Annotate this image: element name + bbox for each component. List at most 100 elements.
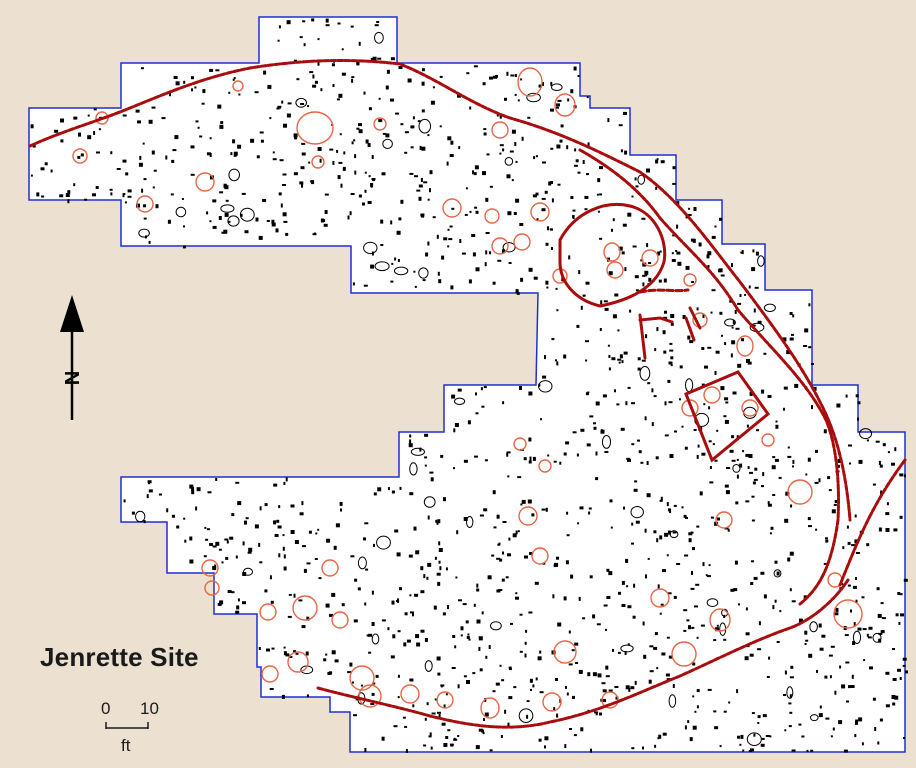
postmold	[724, 484, 729, 488]
postmold	[565, 560, 569, 565]
postmold	[219, 124, 224, 129]
postmold	[394, 529, 399, 533]
postmold	[541, 508, 546, 511]
postmold	[568, 663, 573, 666]
postmold	[515, 596, 519, 600]
postmold	[447, 605, 449, 610]
postmold	[447, 136, 452, 141]
postmold	[711, 289, 716, 292]
postmold	[146, 494, 149, 499]
postmold	[336, 98, 340, 101]
postmold	[457, 94, 461, 98]
postmold	[143, 178, 147, 181]
postmold	[687, 335, 691, 340]
postmold	[569, 728, 572, 730]
postmold	[559, 461, 562, 465]
postmold	[439, 75, 443, 78]
postmold	[606, 596, 611, 599]
postmold	[704, 365, 708, 369]
feature-pit	[715, 511, 733, 529]
postmold	[708, 440, 712, 443]
feature-pit	[311, 155, 325, 169]
postmold	[300, 103, 305, 105]
postmold	[544, 745, 546, 749]
postmold	[355, 698, 359, 701]
postmold	[847, 584, 851, 587]
north-arrow-head	[60, 295, 84, 332]
postmold	[618, 124, 623, 127]
postmold	[483, 718, 485, 721]
postmold	[173, 76, 178, 79]
postmold	[259, 506, 262, 511]
postmold	[285, 232, 289, 236]
postmold	[681, 506, 684, 509]
postmold	[190, 145, 195, 149]
postmold	[391, 262, 394, 265]
postmold	[599, 328, 602, 331]
postmold	[436, 234, 439, 239]
postmold	[673, 504, 677, 507]
postmold	[808, 525, 812, 528]
postmold	[789, 694, 792, 699]
postmold	[559, 139, 563, 143]
feature-outline	[138, 228, 150, 238]
postmold	[792, 459, 795, 464]
feature-outline	[490, 621, 502, 631]
postmold	[153, 169, 157, 172]
postmold	[454, 423, 459, 427]
postmold	[854, 734, 857, 738]
postmold	[532, 194, 537, 198]
postmold	[98, 128, 101, 131]
postmold	[587, 391, 590, 394]
postmold	[700, 624, 705, 627]
postmold	[737, 735, 740, 739]
postmold	[566, 145, 569, 150]
postmold	[406, 639, 411, 643]
postmold	[165, 155, 168, 160]
feature-pit	[484, 208, 500, 224]
postmold	[235, 555, 238, 559]
postmold	[390, 98, 394, 102]
structure-wall-segment	[638, 313, 647, 360]
postmold	[587, 142, 590, 147]
postmold	[519, 613, 523, 616]
postmold	[341, 48, 344, 51]
postmold	[550, 108, 554, 112]
postmold	[475, 412, 479, 415]
postmold	[232, 78, 235, 81]
postmold	[789, 676, 794, 679]
postmold	[653, 646, 658, 650]
postmold	[556, 361, 559, 366]
postmold	[789, 588, 792, 592]
postmold	[892, 648, 895, 650]
postmold	[727, 528, 730, 532]
postmold-scatter	[30, 18, 908, 753]
postmold	[849, 462, 851, 465]
postmold	[612, 648, 614, 652]
postmold	[426, 576, 429, 580]
postmold	[669, 511, 672, 514]
postmold	[472, 170, 474, 175]
postmold	[808, 346, 812, 349]
postmold	[863, 659, 866, 662]
postmold	[599, 237, 603, 240]
postmold	[772, 494, 776, 496]
postmold	[556, 106, 559, 109]
postmold	[676, 201, 680, 206]
postmold	[397, 599, 400, 603]
postmold	[519, 650, 523, 653]
postmold	[404, 725, 408, 728]
postmold	[290, 530, 295, 534]
postmold	[314, 558, 318, 560]
postmold	[528, 611, 533, 614]
scale-end-label: 10	[140, 699, 159, 718]
postmold	[572, 695, 575, 699]
postmold	[601, 682, 606, 685]
postmold	[332, 160, 335, 165]
postmold	[228, 91, 231, 94]
postmold	[894, 447, 897, 452]
postmold	[731, 435, 735, 439]
postmold	[306, 616, 310, 621]
feature-outline	[786, 686, 794, 699]
postmold	[735, 327, 740, 330]
